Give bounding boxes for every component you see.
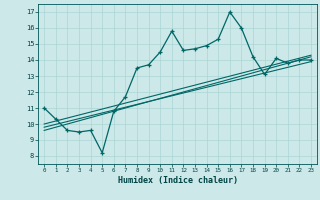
X-axis label: Humidex (Indice chaleur): Humidex (Indice chaleur) <box>118 176 238 185</box>
